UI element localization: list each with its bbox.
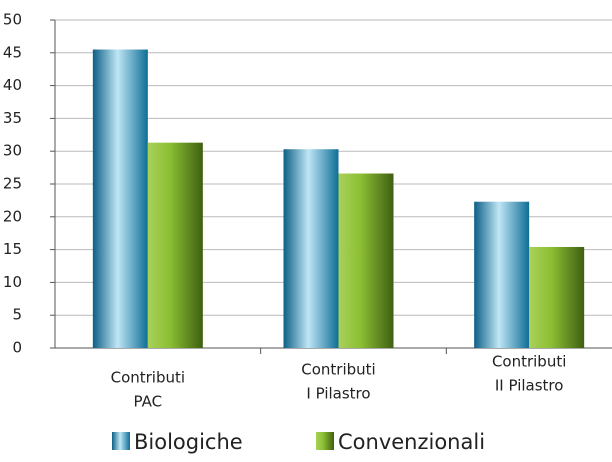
x-tick-label: II Pilastro — [495, 377, 564, 395]
legend-swatch — [316, 432, 334, 450]
x-tick-label: Contributi — [111, 369, 185, 387]
bar — [338, 173, 394, 348]
bar — [529, 246, 585, 348]
bar — [92, 49, 148, 349]
bar — [147, 142, 203, 348]
legend-label: Biologiche — [134, 430, 243, 454]
bar — [474, 201, 530, 348]
y-tick-label: 10 — [3, 273, 22, 291]
y-tick-label: 40 — [3, 76, 22, 94]
y-tick-label: 30 — [3, 142, 22, 160]
y-tick-label: 15 — [3, 240, 22, 258]
y-tick-label: 50 — [3, 11, 22, 29]
legend-label: Convenzionali — [338, 430, 485, 454]
x-tick-label: PAC — [134, 393, 163, 411]
y-tick-label: 25 — [3, 175, 22, 193]
x-tick-label: I Pilastro — [306, 385, 370, 403]
y-tick-label: 35 — [3, 109, 22, 127]
x-tick-label: Contributi — [492, 353, 566, 371]
legend-swatch — [112, 432, 130, 450]
y-tick-label: 45 — [3, 43, 22, 61]
y-tick-label: 5 — [12, 306, 22, 324]
y-tick-label: 20 — [3, 207, 22, 225]
y-tick-label: 0 — [12, 339, 22, 357]
x-tick-label: Contributi — [301, 361, 375, 379]
bar — [283, 149, 339, 348]
